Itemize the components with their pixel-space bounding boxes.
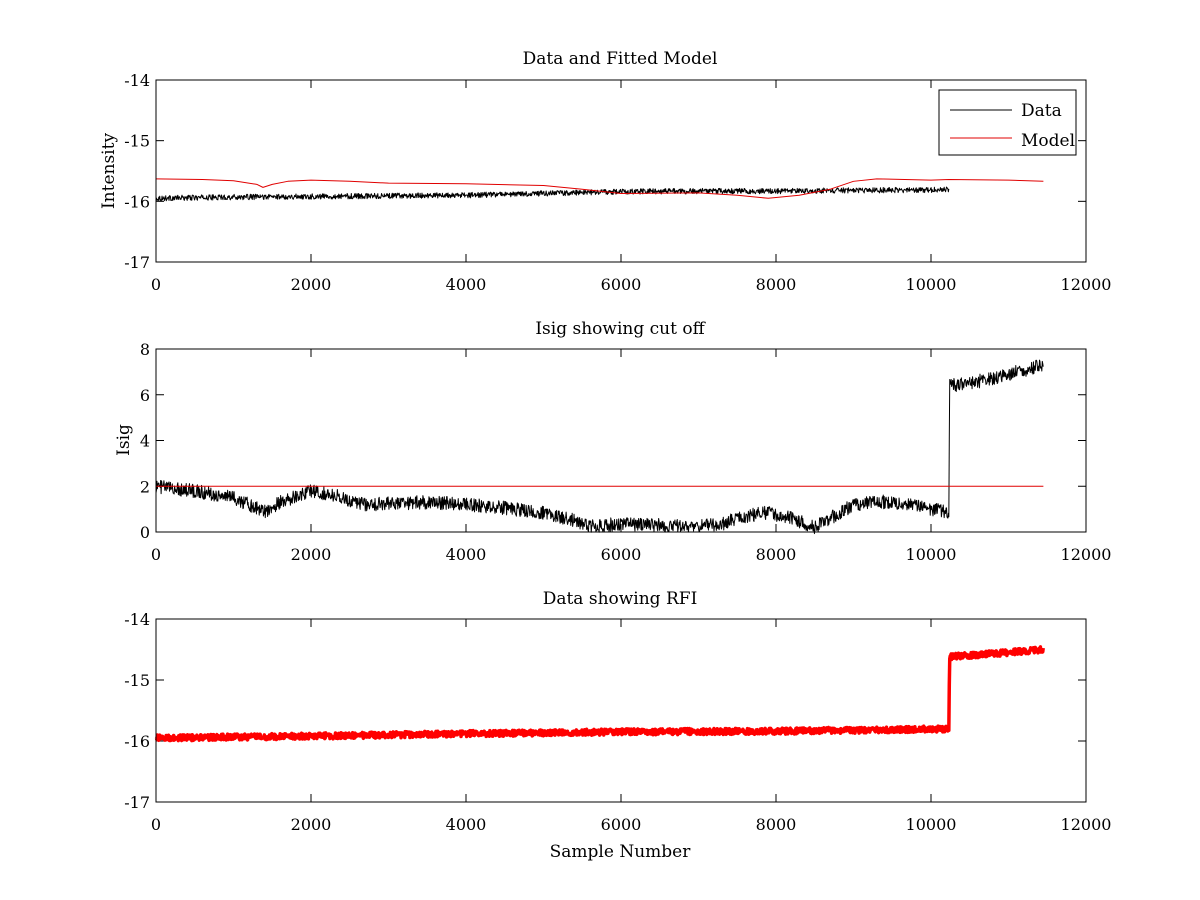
x-tick-label: 4000 bbox=[446, 815, 487, 834]
series-layer bbox=[155, 178, 1044, 202]
y-tick-label: -14 bbox=[124, 610, 150, 629]
panel-data-and-fitted-model: Data and Fitted Model Intensity 0 2000 400… bbox=[99, 49, 1111, 294]
x-tick-label: 6000 bbox=[601, 545, 642, 564]
chart-title: Data showing RFI bbox=[543, 589, 698, 609]
plot-frame bbox=[155, 348, 1087, 533]
y-axis-label: Intensity bbox=[99, 133, 119, 209]
tick-group: 0 2000 4000 6000 8000 10000 12000 0 2 4 6 8 bbox=[140, 340, 1112, 564]
legend-label-data: Data bbox=[1021, 101, 1062, 121]
x-tick-label: 6000 bbox=[601, 815, 642, 834]
legend-box bbox=[938, 89, 1077, 156]
x-tick-label: 10000 bbox=[906, 275, 957, 294]
x-tick-label: 12000 bbox=[1061, 275, 1112, 294]
x-tick-label: 12000 bbox=[1061, 815, 1112, 834]
y-tick-label: -17 bbox=[124, 253, 150, 272]
series-isig bbox=[155, 359, 1044, 535]
y-axis-label: Isig bbox=[114, 424, 134, 456]
y-tick-label: -16 bbox=[124, 192, 150, 211]
chart-title: Data and Fitted Model bbox=[523, 49, 718, 69]
y-tick-label: 2 bbox=[140, 477, 150, 496]
series-rfi bbox=[154, 645, 1045, 743]
x-tick-label: 12000 bbox=[1061, 545, 1112, 564]
series-data bbox=[155, 186, 950, 202]
x-tick-label: 4000 bbox=[446, 275, 487, 294]
plot-frame bbox=[155, 79, 1087, 263]
y-tick-label: -15 bbox=[124, 132, 150, 151]
y-tick-label: 8 bbox=[140, 340, 150, 359]
x-tick-label: 0 bbox=[151, 545, 161, 564]
legend: Data Model bbox=[938, 89, 1077, 156]
tick-group: 0 2000 4000 6000 8000 10000 12000 -17 -16 -15 -14 bbox=[124, 71, 1111, 294]
x-tick-label: 2000 bbox=[291, 275, 332, 294]
y-tick-label: -16 bbox=[124, 732, 150, 751]
series-model bbox=[155, 178, 1044, 199]
y-tick-label: 0 bbox=[140, 523, 150, 542]
panel-data-showing-rfi: Data showing RFI Sample Number 0 2000 4000… bbox=[124, 589, 1111, 862]
x-tick-label: 4000 bbox=[446, 545, 487, 564]
chart-title: Isig showing cut off bbox=[535, 319, 706, 339]
y-tick-label: -14 bbox=[124, 71, 150, 90]
x-tick-label: 8000 bbox=[756, 815, 797, 834]
y-tick-label: 6 bbox=[140, 386, 150, 405]
x-axis-label: Sample Number bbox=[550, 842, 692, 862]
x-tick-label: 0 bbox=[151, 815, 161, 834]
y-tick-label: -15 bbox=[124, 671, 150, 690]
x-tick-label: 2000 bbox=[291, 545, 332, 564]
y-tick-label: 4 bbox=[140, 432, 150, 451]
x-tick-label: 8000 bbox=[756, 545, 797, 564]
panel-isig-showing-cut-off: Isig showing cut off Isig 0 2000 4000 6000 8… bbox=[114, 319, 1111, 564]
x-tick-label: 10000 bbox=[906, 545, 957, 564]
plot-frame bbox=[155, 618, 1087, 803]
x-tick-label: 6000 bbox=[601, 275, 642, 294]
x-tick-label: 0 bbox=[151, 275, 161, 294]
tick-group: 0 2000 4000 6000 8000 10000 12000 -17 -16 -15 -14 bbox=[124, 610, 1111, 834]
x-tick-label: 2000 bbox=[291, 815, 332, 834]
series-layer bbox=[155, 359, 1044, 535]
series-layer bbox=[154, 645, 1045, 743]
y-tick-label: -17 bbox=[124, 793, 150, 812]
legend-label-model: Model bbox=[1021, 131, 1075, 151]
x-tick-label: 8000 bbox=[756, 275, 797, 294]
x-tick-label: 10000 bbox=[906, 815, 957, 834]
